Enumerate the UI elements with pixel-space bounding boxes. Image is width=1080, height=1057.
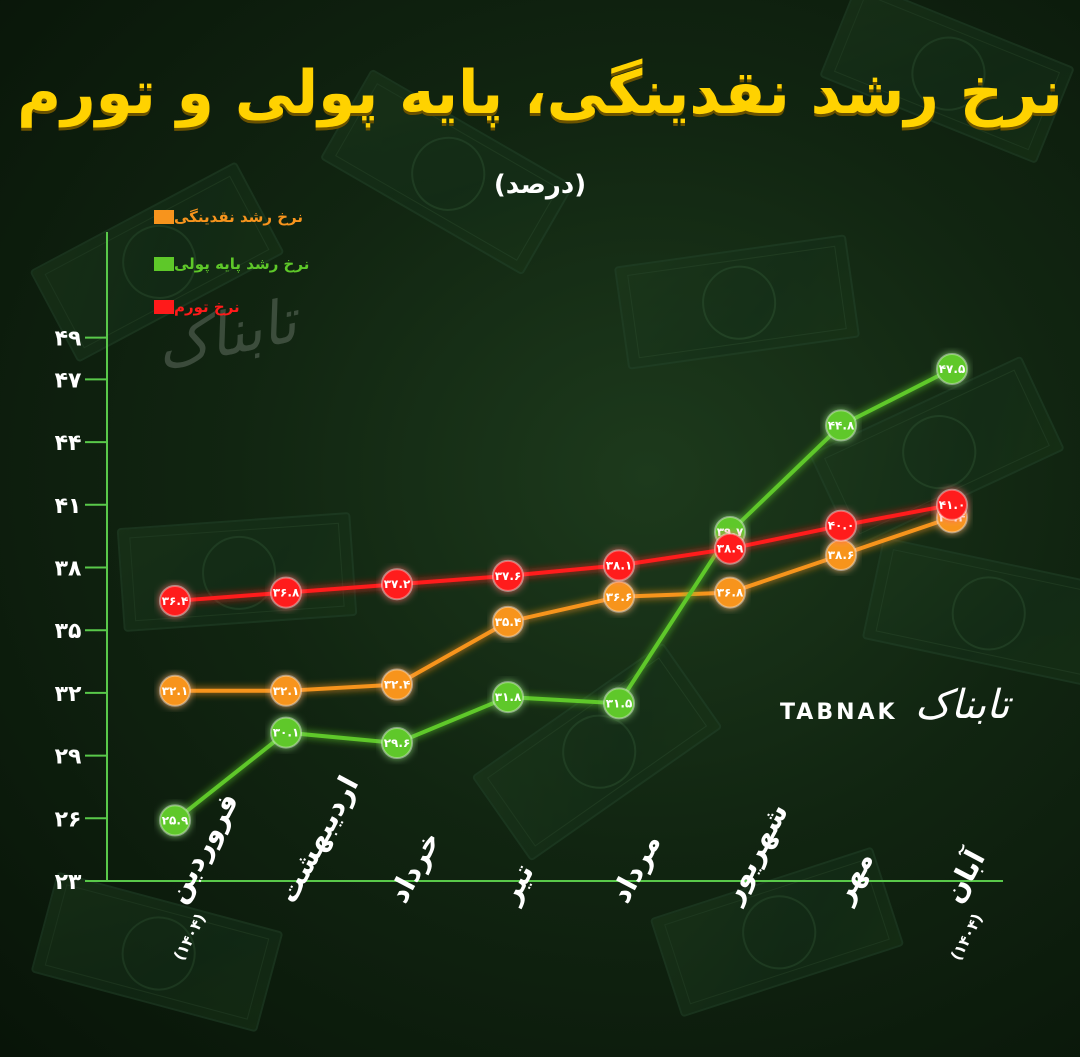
legend-item-monetary-base: نرخ رشد پایه پولی bbox=[140, 255, 309, 273]
data-label-inflation: ۴۰.۰ bbox=[828, 519, 855, 533]
data-point-liquidity bbox=[270, 674, 302, 707]
x-tick-label: خرداد bbox=[382, 826, 447, 909]
x-tick-group: مهر bbox=[825, 846, 880, 910]
data-point-liquidity bbox=[603, 580, 635, 613]
data-label-monetary_base: ۳۱.۸ bbox=[495, 690, 522, 704]
legend-label-inflation: نرخ تورم bbox=[174, 298, 240, 316]
legend-label-liquidity: نرخ رشد نقدینگی bbox=[174, 208, 304, 226]
legend-swatch-monetary-base bbox=[154, 257, 174, 271]
data-label-inflation: ۳۸.۹ bbox=[717, 542, 744, 556]
series-line-liquidity bbox=[175, 515, 953, 693]
y-tick-label: ۴۱ bbox=[55, 494, 82, 519]
series-points: ۳۲.۱۳۲.۱۳۲.۴۳۵.۴۳۶.۶۳۶.۸۳۸.۶۴۰.۴۲۵.۹۳۰.۱… bbox=[159, 352, 968, 837]
data-point-inflation bbox=[714, 532, 746, 565]
data-label-liquidity: ۳۲.۱ bbox=[273, 684, 300, 698]
data-label-monetary_base: ۲۵.۹ bbox=[162, 813, 189, 827]
series-line-monetary_base bbox=[173, 367, 953, 822]
legend-label-monetary-base: نرخ رشد پایه پولی bbox=[174, 255, 310, 273]
x-tick-group: تیر bbox=[492, 858, 541, 910]
x-tick-label: آبان bbox=[936, 843, 992, 908]
data-label-liquidity: ۳۵.۴ bbox=[495, 615, 522, 629]
series-line-inflation bbox=[174, 502, 953, 603]
x-tick-note: (۱۴۰۴) bbox=[170, 911, 210, 964]
x-tick-label: تیر bbox=[492, 858, 541, 910]
data-label-liquidity: ۳۲.۴ bbox=[384, 678, 411, 692]
data-point-monetary_base bbox=[936, 352, 968, 385]
x-tick-group: اردیبهشت bbox=[271, 770, 365, 908]
x-tick-group: شهریور bbox=[714, 798, 795, 910]
y-tick-label: ۳۲ bbox=[55, 682, 82, 707]
data-point-inflation bbox=[492, 559, 524, 592]
data-point-liquidity bbox=[492, 605, 524, 638]
data-label-inflation: ۳۶.۴ bbox=[162, 594, 189, 608]
x-tick-group: خرداد bbox=[382, 826, 447, 909]
data-point-monetary_base bbox=[270, 716, 302, 749]
data-label-inflation: ۳۷.۲ bbox=[384, 577, 411, 591]
data-point-liquidity bbox=[714, 576, 746, 609]
y-tick-label: ۲۹ bbox=[55, 745, 82, 770]
x-tick-group: فروردین(۱۴۰۴) bbox=[160, 787, 245, 964]
data-label-inflation: ۳۷.۶ bbox=[495, 569, 522, 583]
data-point-monetary_base bbox=[159, 804, 191, 837]
data-label-liquidity: ۳۸.۶ bbox=[828, 548, 855, 562]
chart-title: نرخ رشد نقدینگی، پایه پولی و تورم bbox=[17, 58, 1063, 128]
data-label-monetary_base: ۲۹.۶ bbox=[384, 736, 411, 750]
data-point-inflation bbox=[270, 576, 302, 609]
x-tick-label: مهر bbox=[825, 846, 880, 910]
y-tick-label: ۳۵ bbox=[55, 619, 82, 644]
x-tick-label: اردیبهشت bbox=[271, 770, 365, 908]
data-point-inflation bbox=[603, 549, 635, 582]
y-tick-label: ۲۳ bbox=[55, 870, 82, 895]
legend-swatch-liquidity bbox=[154, 210, 174, 224]
brand-logo-persian: تابناک bbox=[915, 682, 1010, 728]
data-point-liquidity bbox=[381, 668, 413, 701]
x-tick-label: شهریور bbox=[714, 798, 795, 910]
chart-subtitle: (درصد) bbox=[493, 170, 587, 200]
legend-item-liquidity: نرخ رشد نقدینگی bbox=[140, 208, 303, 226]
y-tick-label: ۳۸ bbox=[55, 557, 82, 582]
data-label-monetary_base: ۴۷.۵ bbox=[939, 362, 966, 376]
x-tick-group: آبان(۱۴۰۴) bbox=[936, 843, 992, 964]
data-point-liquidity bbox=[159, 674, 191, 707]
y-tick-label: ۲۶ bbox=[55, 807, 82, 832]
data-point-inflation bbox=[159, 584, 191, 617]
data-label-liquidity: ۳۶.۸ bbox=[717, 586, 744, 600]
brand-logo-latin: TABNAK bbox=[780, 700, 898, 725]
x-tick-note: (۱۴۰۴) bbox=[947, 911, 987, 964]
data-label-monetary_base: ۳۰.۱ bbox=[273, 726, 300, 740]
data-label-liquidity: ۳۲.۱ bbox=[162, 684, 189, 698]
data-label-inflation: ۳۶.۸ bbox=[273, 586, 300, 600]
data-label-inflation: ۴۱.۰ bbox=[939, 498, 966, 512]
data-point-inflation bbox=[825, 509, 857, 542]
series-lines bbox=[173, 367, 953, 822]
data-label-inflation: ۳۸.۱ bbox=[606, 558, 633, 572]
data-label-liquidity: ۳۶.۶ bbox=[606, 590, 633, 604]
y-tick-label: ۴۷ bbox=[55, 368, 82, 393]
legend-item-inflation: نرخ تورم bbox=[140, 298, 240, 316]
y-tick-label: ۴۴ bbox=[55, 431, 82, 456]
data-point-monetary_base bbox=[603, 687, 635, 720]
data-label-monetary_base: ۳۱.۵ bbox=[606, 696, 633, 710]
data-point-monetary_base bbox=[381, 727, 413, 760]
x-tick-label: مرداد bbox=[604, 828, 667, 908]
y-tick-label: ۴۹ bbox=[55, 327, 82, 352]
data-point-inflation bbox=[381, 568, 413, 601]
legend-swatch-inflation bbox=[154, 300, 174, 314]
data-point-monetary_base bbox=[825, 409, 857, 442]
data-label-monetary_base: ۴۴.۸ bbox=[828, 418, 855, 432]
x-tick-group: مرداد bbox=[604, 828, 667, 908]
data-point-monetary_base bbox=[492, 681, 524, 714]
data-point-inflation bbox=[936, 488, 968, 521]
